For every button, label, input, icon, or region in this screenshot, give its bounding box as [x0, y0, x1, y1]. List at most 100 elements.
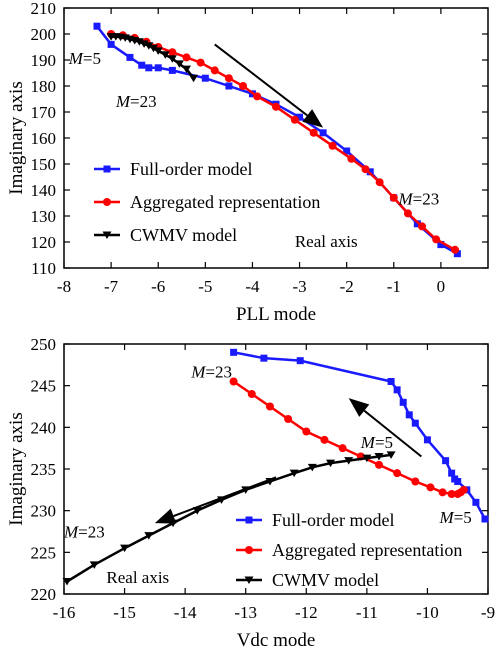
- data-point: [423, 436, 431, 444]
- x-axis-label: Vdc mode: [237, 630, 316, 651]
- y-tick-label: 160: [31, 129, 57, 148]
- series-circle: [107, 30, 460, 254]
- data-point: [343, 147, 351, 155]
- series-square: [93, 22, 461, 258]
- y-tick-label: 180: [31, 77, 57, 96]
- y-tick-label: 150: [31, 155, 57, 174]
- data-point: [253, 92, 262, 101]
- x-axis-label: PLL mode: [236, 304, 316, 325]
- data-point: [168, 48, 177, 57]
- data-point: [126, 53, 134, 61]
- series-line: [66, 453, 392, 583]
- data-point: [319, 129, 327, 137]
- data-point: [418, 222, 427, 231]
- panel-1: -8 -7 -6 -5 -4 -3 -2 -1 0 110 120 130 140 150 160 170 18…: [6, 0, 489, 325]
- y-axis-label: Imaginary axis: [6, 412, 27, 525]
- data-point: [62, 578, 72, 586]
- x-tick-label: -9: [481, 603, 495, 622]
- data-point: [454, 478, 462, 485]
- legend-label: CWMV model: [130, 225, 237, 245]
- series-circle: [229, 377, 468, 498]
- y-tick-label: 190: [31, 51, 57, 70]
- data-point: [403, 209, 412, 218]
- x-tick-label: -16: [53, 603, 76, 622]
- x-tick-label: -7: [104, 277, 119, 296]
- data-point: [459, 485, 468, 494]
- legend-marker: [103, 198, 111, 206]
- data-point: [432, 235, 441, 244]
- data-point: [320, 435, 329, 444]
- data-point: [362, 454, 372, 463]
- data-point: [210, 66, 219, 75]
- data-point: [374, 460, 383, 469]
- y-axis-label: Imaginary axis: [6, 81, 27, 194]
- legend-label: Full-order model: [130, 159, 252, 179]
- legend-marker: [103, 165, 111, 173]
- trend-arrow-line: [214, 43, 308, 117]
- series-line: [233, 351, 487, 520]
- data-point: [361, 165, 370, 174]
- annotation-label: M=23: [63, 522, 105, 541]
- data-point: [326, 459, 336, 468]
- x-tick-label: -12: [295, 603, 318, 622]
- data-point: [154, 64, 162, 72]
- y-tick-label: 225: [31, 543, 57, 562]
- data-point: [182, 53, 191, 62]
- x-tick-label: -8: [57, 277, 71, 296]
- data-point: [426, 483, 435, 492]
- annotation-label: Real axis: [106, 568, 169, 587]
- data-point: [438, 488, 447, 497]
- data-point: [224, 74, 233, 83]
- data-point: [168, 66, 176, 74]
- data-point: [399, 398, 407, 406]
- data-point: [296, 113, 304, 121]
- y-tick-label: 130: [31, 207, 57, 226]
- data-point: [290, 115, 299, 124]
- data-point: [366, 168, 374, 176]
- data-point: [386, 451, 396, 459]
- panel-2: -16 -15 -14 -13 -12 -11 -10 -9 220 225 230 235 240 24…: [6, 335, 495, 651]
- trend-arrow-line: [363, 409, 422, 458]
- legend-marker: [244, 576, 254, 584]
- data-point: [413, 220, 421, 228]
- trend-arrow-head: [154, 508, 177, 524]
- legend-marker: [245, 546, 253, 554]
- data-point: [309, 128, 318, 137]
- data-point: [374, 453, 384, 461]
- data-point: [393, 386, 401, 394]
- annotation-label: M=5: [439, 508, 472, 527]
- legend-marker: [102, 231, 112, 239]
- data-point: [451, 245, 460, 254]
- x-tick-label: -1: [387, 277, 401, 296]
- data-point: [307, 463, 317, 472]
- data-point: [153, 47, 163, 55]
- y-tick-label: 210: [31, 0, 57, 18]
- x-tick-label: -15: [113, 603, 136, 622]
- annotation-label: M=23: [190, 362, 232, 381]
- x-tick-label: -6: [151, 277, 165, 296]
- series-square: [230, 348, 489, 523]
- annotation-label: Real axis: [295, 232, 358, 251]
- data-point: [265, 402, 274, 411]
- x-tick-label: -11: [356, 603, 378, 622]
- data-point: [393, 469, 402, 478]
- legend-label: Aggregated representation: [130, 192, 320, 212]
- data-point: [239, 82, 248, 90]
- data-point: [405, 411, 413, 419]
- annotation-label: M=23: [397, 189, 439, 208]
- y-tick-label: 230: [31, 502, 57, 521]
- data-point: [284, 415, 293, 423]
- data-point: [247, 390, 256, 398]
- y-tick-label: 120: [31, 233, 57, 252]
- data-point: [201, 74, 209, 82]
- data-point: [447, 490, 456, 498]
- data-point: [144, 532, 154, 540]
- data-point: [437, 241, 445, 249]
- data-point: [472, 498, 480, 506]
- x-tick-label: -2: [340, 277, 354, 296]
- data-point: [189, 74, 199, 83]
- data-point: [448, 469, 456, 477]
- data-point: [453, 250, 461, 258]
- data-point: [411, 477, 420, 486]
- data-point: [93, 22, 101, 30]
